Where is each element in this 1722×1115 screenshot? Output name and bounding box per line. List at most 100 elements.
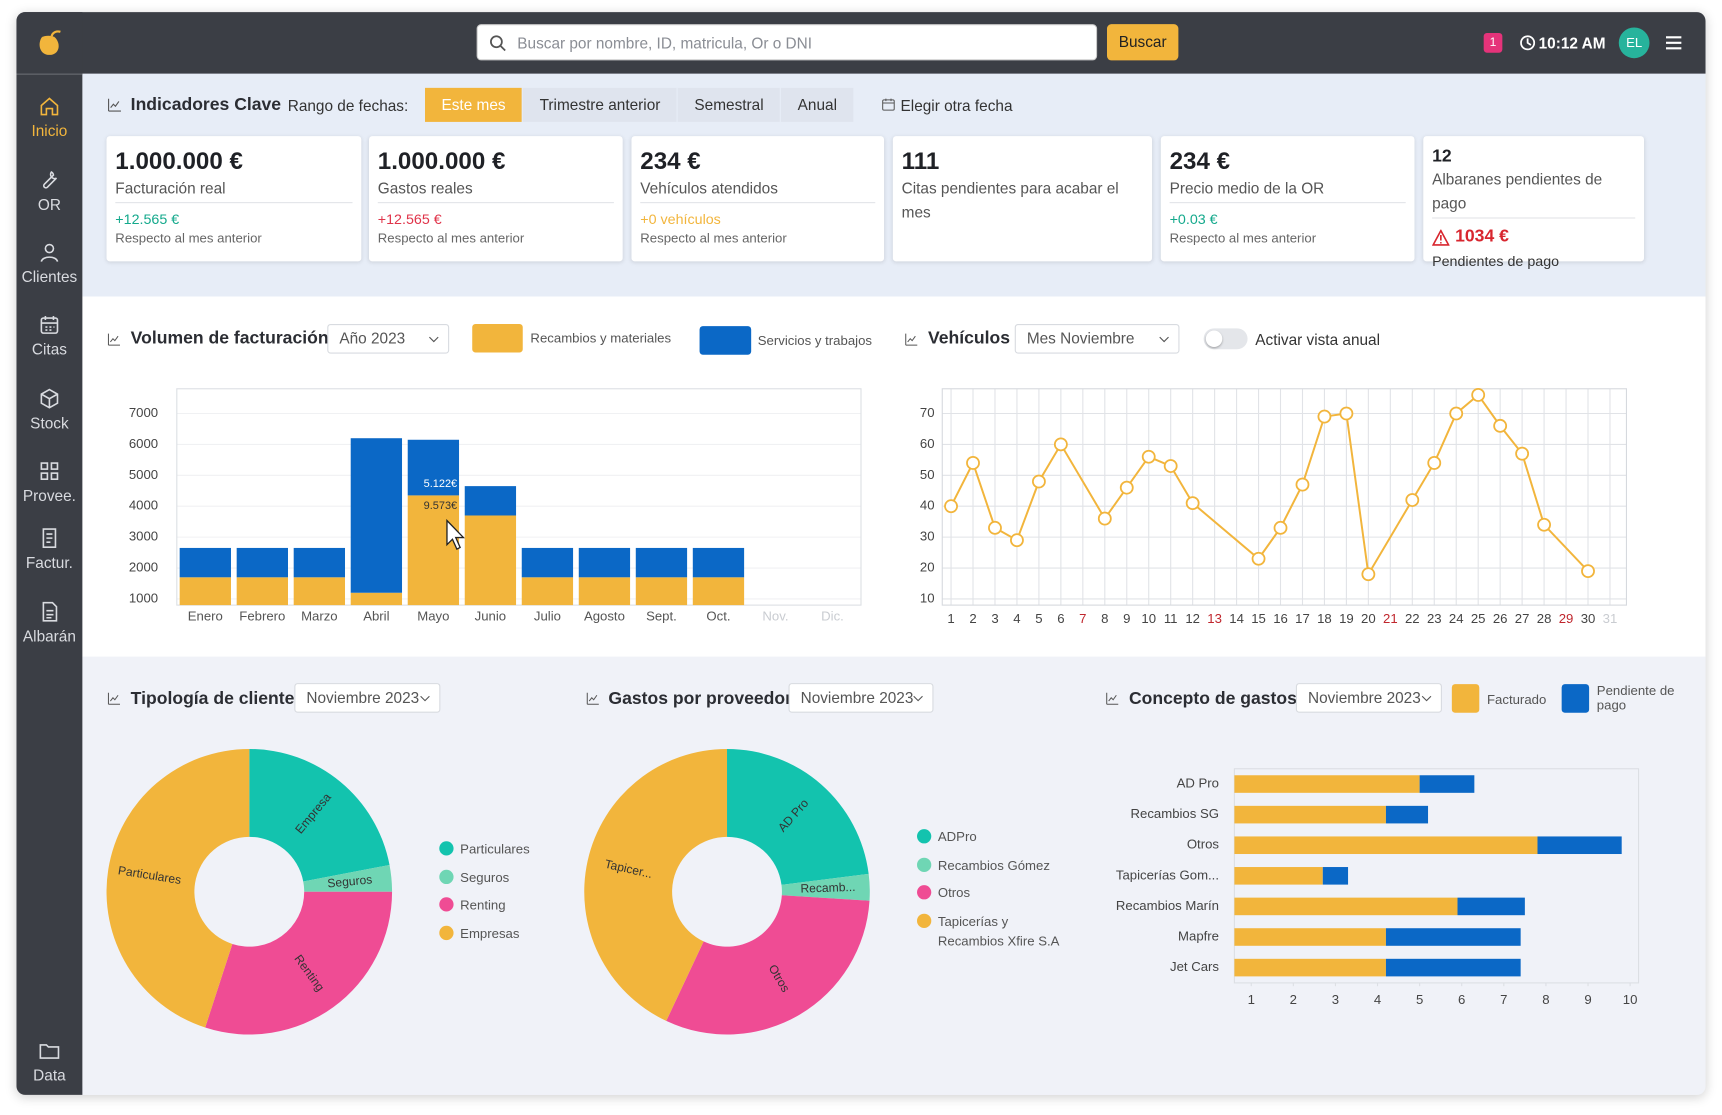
logo[interactable] (33, 26, 66, 59)
legend-dot (917, 857, 932, 872)
period-select[interactable]: Año 2023 (327, 323, 450, 354)
icon-part (1159, 336, 1169, 343)
legend-item[interactable]: Tapicerías y Recambios Xfire S.A (917, 911, 1071, 951)
legend-swatch (1561, 684, 1590, 713)
range-tab[interactable]: Trimestre anterior (523, 87, 677, 122)
kpi-change-row: +12.565 € (378, 210, 614, 230)
kpi-change-row: +0.03 € (1170, 210, 1406, 230)
nav-icon (40, 462, 59, 480)
nav-icon (43, 171, 58, 189)
icon-part (107, 692, 120, 705)
warning-icon (1432, 228, 1450, 246)
legend-item[interactable]: Seguros (439, 867, 593, 887)
kpi-change: +0.03 € (1169, 210, 1218, 228)
kpi-change-row: 1034 € (1432, 227, 1635, 247)
legend-item[interactable]: Recambios Gómez (917, 855, 1071, 875)
period-value: Año 2023 (339, 329, 406, 348)
search-icon-ring (490, 35, 503, 49)
period-select[interactable]: Noviembre 2023 (294, 683, 441, 713)
kpi-value: 1.000.000 € (115, 147, 243, 175)
clock-icon (1520, 35, 1536, 51)
icon-part (913, 695, 923, 702)
kpi-card: 234 € Vehículos atendidos +0 vehículos Resp… (631, 136, 885, 262)
toggle[interactable] (1203, 328, 1248, 350)
nav-item[interactable]: Inicio (16, 94, 82, 139)
legend-dot (917, 829, 932, 844)
kpi-value: 234 € (1169, 147, 1231, 175)
chart-title: Volumen de facturación (130, 329, 329, 349)
range-tab[interactable]: Anual (781, 87, 854, 122)
toggle-label: Activar vista anual (1255, 330, 1381, 349)
menu-button[interactable] (1664, 34, 1684, 52)
kpi-card: 234 € Precio medio de la OR +0.03 € Respect… (1160, 136, 1415, 262)
kpi-note: Respecto al mes anterior (115, 230, 262, 246)
legend-label: ADPro (937, 829, 977, 845)
chart-icon (107, 333, 120, 346)
nav-item[interactable]: Citas (16, 313, 82, 358)
search-box[interactable]: Buscar por nombre, ID, matricula, Or o D… (476, 24, 1098, 61)
kpi-note: Respecto al mes anterior (640, 230, 787, 246)
nav-icon (40, 243, 59, 262)
kpi-change-row: +0 vehículos (640, 210, 875, 230)
calendar-icon (882, 98, 895, 111)
nav-item[interactable]: Albarán (16, 600, 82, 645)
icon-part (40, 388, 59, 409)
icon-part (41, 316, 58, 331)
legend-label: Particulares (460, 841, 530, 857)
legend-label: Seguros (460, 869, 510, 885)
range-tabs: Este mes Trimestre anterior Semestral An… (425, 87, 854, 122)
legend-swatch (699, 326, 752, 355)
nav-icon (40, 97, 59, 116)
kpi-value: 234 € (640, 147, 701, 175)
clock-time: 10:12 AM (1538, 34, 1606, 52)
chart-title: Concepto de gastos (1128, 689, 1297, 709)
kpi-change: +0 vehículos (640, 210, 721, 228)
notification-badge[interactable]: 1 (1483, 32, 1503, 53)
legend-label: Recambios Gómez (937, 857, 1050, 873)
nav-label: Factur. (25, 553, 73, 572)
range-tab[interactable]: Este mes (425, 87, 523, 122)
legend-item[interactable]: Empresas (439, 923, 593, 943)
icon-part (42, 601, 58, 622)
icon-part (882, 98, 895, 104)
logo-leaf (50, 30, 61, 37)
custom-date[interactable]: Elegir otra fecha (900, 96, 1013, 115)
period-select[interactable]: Noviembre 2023 (788, 683, 934, 713)
icon-part (586, 692, 599, 705)
period-value: Noviembre 2023 (1307, 688, 1421, 707)
legend-item[interactable]: Otros (917, 883, 1071, 903)
section-title: Indicadores Clave (130, 95, 282, 115)
legend-item[interactable]: Renting (439, 895, 593, 915)
nav-item[interactable]: OR (16, 168, 82, 213)
icon-part (50, 472, 59, 480)
nav-label: Clientes (21, 267, 78, 286)
icon-part (40, 472, 49, 480)
nav-item[interactable]: Provee. (16, 459, 82, 504)
nav-item[interactable]: Stock (16, 387, 82, 432)
legend-label: Empresas (460, 925, 520, 941)
icon-part (429, 336, 439, 343)
kpi-label: Albaranes pendientes de pago (1432, 167, 1636, 219)
icon-part (40, 256, 59, 262)
period-select[interactable]: Noviembre 2023 (1295, 683, 1442, 713)
legend-swatch (472, 323, 523, 353)
legend-item[interactable]: ADPro (917, 827, 1071, 847)
kpi-label: Gastos reales (377, 176, 614, 204)
legend-item[interactable]: Particulares (439, 839, 593, 859)
user-avatar[interactable]: EL (1618, 27, 1650, 59)
kpi-label: Vehículos atendidos (640, 176, 876, 204)
nav-label: Albarán (22, 627, 76, 645)
chevron (1159, 336, 1169, 343)
nav-item[interactable]: Factur. (16, 526, 82, 571)
nav-label: Inicio (31, 121, 68, 140)
kpi-value: 1.000.000 € (377, 147, 506, 175)
legend-label: Renting (460, 897, 506, 913)
icon-part (42, 528, 57, 548)
kpi-value: 12 (1432, 147, 1452, 166)
nav-item[interactable]: Clientes (16, 241, 82, 286)
range-tab[interactable]: Semestral (677, 87, 781, 122)
search-button[interactable]: Buscar (1106, 24, 1179, 61)
nav-data[interactable]: Data (16, 1039, 82, 1084)
period-select[interactable]: Mes Noviembre (1014, 323, 1180, 354)
